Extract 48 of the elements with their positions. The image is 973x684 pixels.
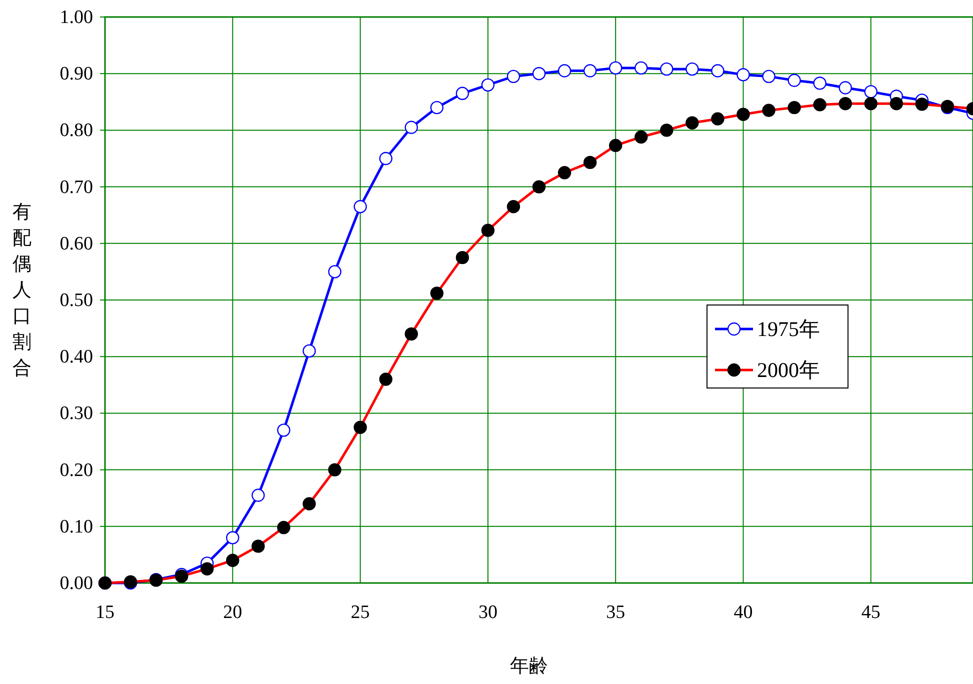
y-tick-label: 0.30 [60, 403, 93, 424]
x-tick-label: 15 [96, 602, 114, 623]
x-tick-label: 30 [478, 602, 498, 623]
point [686, 62, 699, 76]
point [864, 85, 878, 98]
point [302, 344, 316, 358]
y-axis-title: 有配偶人口割合 [12, 202, 32, 379]
y-tick-label: 0.20 [60, 460, 93, 481]
point [506, 70, 520, 84]
x-axis-title: 年齢 [510, 656, 548, 677]
point [277, 424, 290, 437]
point [558, 64, 572, 78]
point [660, 62, 674, 76]
point [404, 120, 418, 134]
x-tick-label: 20 [223, 602, 242, 623]
x-tick-label: 35 [606, 602, 626, 623]
y-tick-label: 1.00 [60, 7, 93, 28]
y-tick-label: 0.90 [60, 64, 93, 85]
x-tick-label: 40 [734, 602, 753, 623]
x-tick-label: 45 [861, 602, 880, 623]
point [354, 200, 367, 214]
point [813, 76, 826, 90]
point [838, 81, 852, 94]
point [634, 61, 648, 75]
point [736, 68, 750, 82]
point [379, 152, 392, 166]
point [456, 86, 470, 100]
point [252, 488, 265, 502]
point [583, 64, 597, 78]
y-tick-label: 0.80 [60, 120, 93, 142]
y-tick-label: 0.40 [60, 346, 93, 368]
point [608, 61, 622, 75]
legend-label: 1975年 [757, 317, 820, 341]
point [762, 70, 776, 84]
point [532, 67, 546, 80]
point [328, 265, 342, 278]
y-tick-label: 0.10 [60, 516, 93, 538]
point [481, 78, 495, 92]
point [711, 64, 724, 78]
y-tick-label: 0.60 [60, 233, 93, 254]
point [430, 100, 444, 114]
point [226, 531, 240, 544]
point [788, 74, 801, 87]
y-tick-label: 0.00 [60, 573, 93, 594]
y-tick-label: 0.70 [60, 176, 93, 198]
y-tick-label: 0.50 [60, 290, 93, 311]
legend-label: 2000年 [757, 358, 820, 382]
x-tick-label: 25 [350, 602, 370, 623]
